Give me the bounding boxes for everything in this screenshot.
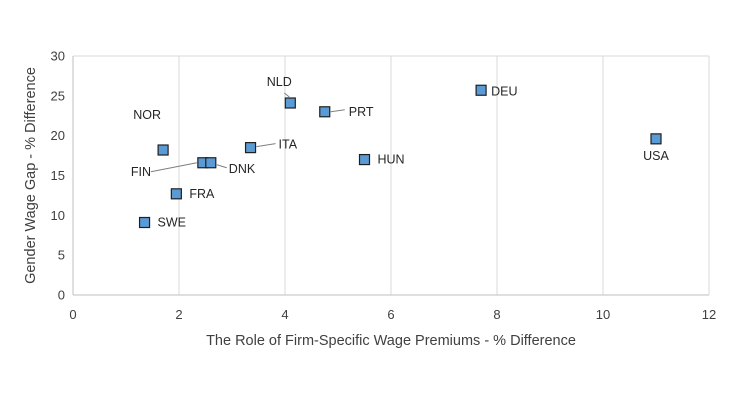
point-label-nld: NLD <box>267 75 292 89</box>
data-point-prt <box>319 106 331 118</box>
axes <box>72 56 709 296</box>
leader-line-fin <box>150 162 197 173</box>
data-point-swe <box>138 216 151 229</box>
data-point-dnk <box>205 157 217 169</box>
y-tick-label: 20 <box>51 128 65 143</box>
tick-labels: 0 2 4 6 8 10 12 0 5 10 15 20 25 30 <box>51 49 717 323</box>
x-tick-label: 6 <box>387 307 394 322</box>
data-point-usa <box>650 133 662 145</box>
data-point-nld <box>284 97 296 109</box>
x-tick-label: 10 <box>596 307 610 322</box>
y-axis-title: Gender Wage Gap - % Difference <box>23 67 39 284</box>
point-label-ita: ITA <box>279 138 298 152</box>
label-leader-lines <box>150 92 345 173</box>
grid-lines <box>73 55 710 295</box>
x-tick-label: 2 <box>175 307 182 322</box>
point-label-prt: PRT <box>349 105 374 119</box>
y-tick-label: 0 <box>58 288 65 303</box>
y-tick-label: 25 <box>51 88 65 103</box>
leader-line-ita <box>256 143 276 148</box>
point-label-swe: SWE <box>158 216 186 230</box>
point-label-fra: FRA <box>189 187 215 201</box>
data-point-hun <box>358 153 371 166</box>
data-point-fra <box>170 188 182 200</box>
point-label-usa: USA <box>643 149 669 163</box>
y-tick-label: 5 <box>58 248 65 263</box>
x-tick-label: 12 <box>702 307 716 322</box>
data-point-deu <box>475 84 487 96</box>
data-point-ita <box>244 142 257 154</box>
leader-line-prt <box>330 109 345 113</box>
y-tick-label: 30 <box>51 49 65 64</box>
y-tick-label: 15 <box>51 168 65 183</box>
point-label-dnk: DNK <box>229 162 256 176</box>
point-labels: NOR SWE FIN DNK FRA ITA NLD PRT HUN DEU USA <box>131 75 670 230</box>
data-points <box>138 84 662 229</box>
y-tick-label: 10 <box>51 208 65 223</box>
x-tick-label: 8 <box>493 307 500 322</box>
x-tick-label: 4 <box>281 307 288 322</box>
x-axis-title: The Role of Firm-Specific Wage Premiums … <box>206 333 576 349</box>
point-label-deu: DEU <box>491 84 517 98</box>
leader-line-nld <box>283 92 290 98</box>
point-label-fin: FIN <box>131 165 151 179</box>
x-tick-label: 0 <box>69 307 76 322</box>
leader-line-dnk <box>216 164 227 169</box>
point-label-hun: HUN <box>378 153 405 167</box>
data-point-nor <box>157 144 169 156</box>
point-label-nor: NOR <box>133 108 161 122</box>
